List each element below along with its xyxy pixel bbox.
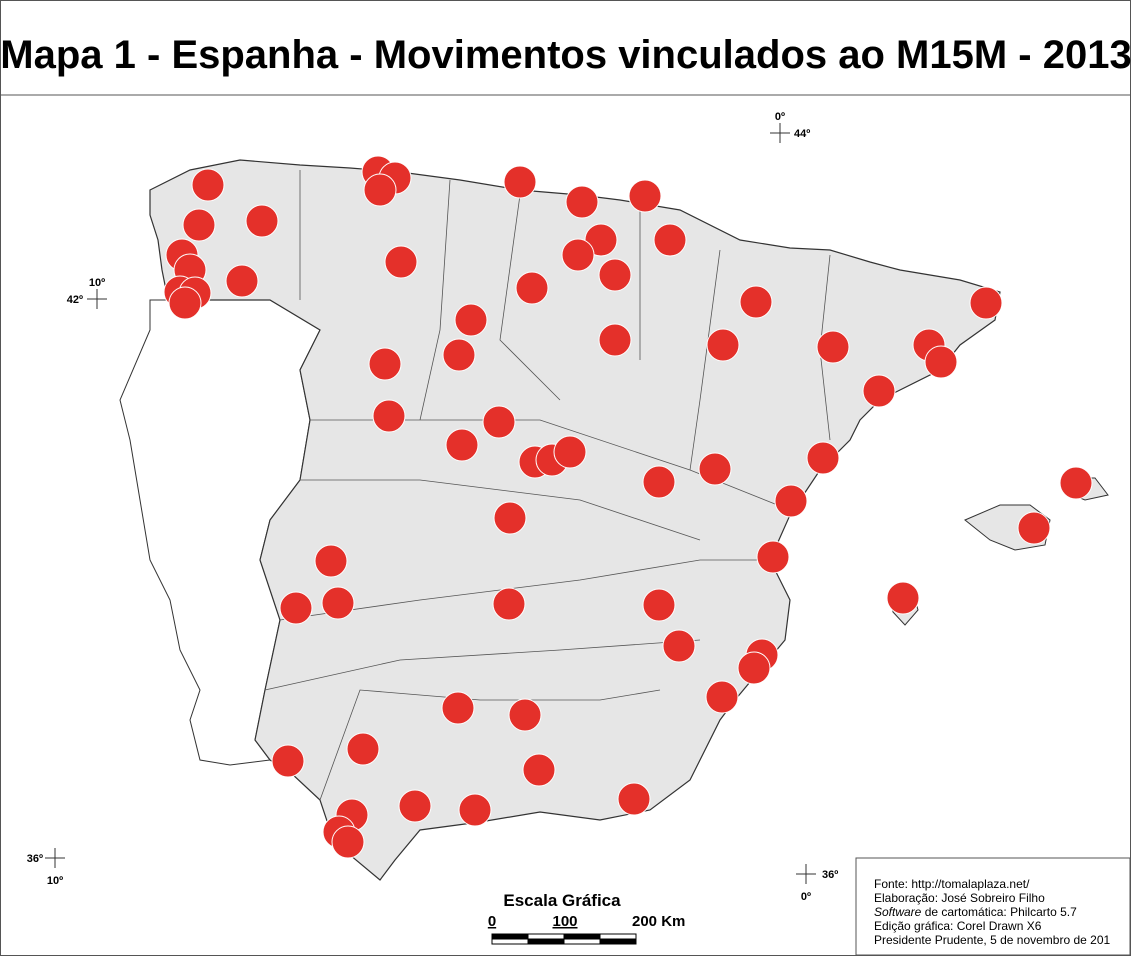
- movement-marker: [279, 591, 313, 625]
- movement-marker: [642, 465, 676, 499]
- coord-label: 42º: [67, 294, 83, 306]
- movement-marker: [441, 691, 475, 725]
- movement-marker: [346, 732, 380, 766]
- coord-label: 36º: [27, 853, 43, 865]
- movement-marker: [662, 629, 696, 663]
- coord-label: 36º: [822, 869, 838, 881]
- movement-marker: [493, 501, 527, 535]
- movement-marker: [515, 271, 549, 305]
- coord-label: 0º: [801, 891, 811, 903]
- movement-marker: [245, 204, 279, 238]
- movement-marker: [225, 264, 259, 298]
- movement-marker: [705, 680, 739, 714]
- movement-marker: [653, 223, 687, 257]
- movement-marker: [321, 586, 355, 620]
- movement-marker: [503, 165, 537, 199]
- movement-marker: [314, 544, 348, 578]
- movement-marker: [363, 173, 397, 207]
- movement-marker: [458, 793, 492, 827]
- coord-label: 44º: [794, 128, 810, 140]
- movement-marker: [384, 245, 418, 279]
- movement-marker: [508, 698, 542, 732]
- movement-marker: [886, 581, 920, 615]
- movement-marker: [1059, 466, 1093, 500]
- movement-marker: [598, 323, 632, 357]
- movement-marker: [191, 168, 225, 202]
- movement-marker: [445, 428, 479, 462]
- coord-label: 10º: [47, 875, 63, 887]
- movement-marker: [584, 223, 618, 257]
- movement-marker: [737, 651, 771, 685]
- scale-title: Escala Gráfica: [503, 891, 621, 910]
- movement-marker: [628, 179, 662, 213]
- map-title: Mapa 1 - Espanha - Movimentos vinculados…: [0, 33, 1131, 77]
- source-text: de cartomática: Philcarto 5.7: [921, 905, 1077, 919]
- movement-marker: [816, 330, 850, 364]
- scale-label: 100: [552, 913, 577, 930]
- movement-marker: [617, 782, 651, 816]
- movement-marker: [565, 185, 599, 219]
- movement-marker: [924, 345, 958, 379]
- movement-marker: [774, 484, 808, 518]
- movement-marker: [1017, 511, 1051, 545]
- province-borders: [264, 170, 831, 801]
- movement-marker: [331, 825, 365, 859]
- coord-label: 10º: [89, 277, 105, 289]
- movement-marker: [454, 303, 488, 337]
- source-line: Software de cartomática: Philcarto 5.7: [874, 905, 1077, 919]
- movement-marker: [372, 399, 406, 433]
- movement-marker: [598, 258, 632, 292]
- movement-marker: [482, 405, 516, 439]
- source-italic: Software: [874, 905, 922, 919]
- movement-marker: [561, 238, 595, 272]
- graticule-crosses: [45, 123, 816, 884]
- markers: [163, 155, 1093, 859]
- movement-marker: [969, 286, 1003, 320]
- movement-marker: [862, 374, 896, 408]
- source-line: Fonte: http://tomalaplaza.net/: [874, 877, 1030, 891]
- movement-marker: [553, 435, 587, 469]
- source-line: Edição gráfica: Corel Drawn X6: [874, 919, 1042, 933]
- source-line: Presidente Prudente, 5 de novembro de 20…: [874, 933, 1110, 947]
- movement-marker: [806, 441, 840, 475]
- movement-marker: [698, 452, 732, 486]
- movement-marker: [168, 286, 202, 320]
- movement-marker: [398, 789, 432, 823]
- scale-label: 0: [488, 913, 496, 930]
- movement-marker: [706, 328, 740, 362]
- coord-label: 0º: [775, 111, 785, 123]
- scale-label: 200 Km: [632, 913, 685, 930]
- movement-marker: [492, 587, 526, 621]
- movement-marker: [442, 338, 476, 372]
- movement-marker: [368, 347, 402, 381]
- source-line: Elaboração: José Sobreiro Filho: [874, 891, 1045, 905]
- source-box: [855, 857, 1131, 956]
- movement-marker: [271, 744, 305, 778]
- movement-marker: [522, 753, 556, 787]
- movement-marker: [739, 285, 773, 319]
- movement-marker: [642, 588, 676, 622]
- movement-marker: [182, 208, 216, 242]
- scale-bar: [491, 933, 637, 945]
- movement-marker: [756, 540, 790, 574]
